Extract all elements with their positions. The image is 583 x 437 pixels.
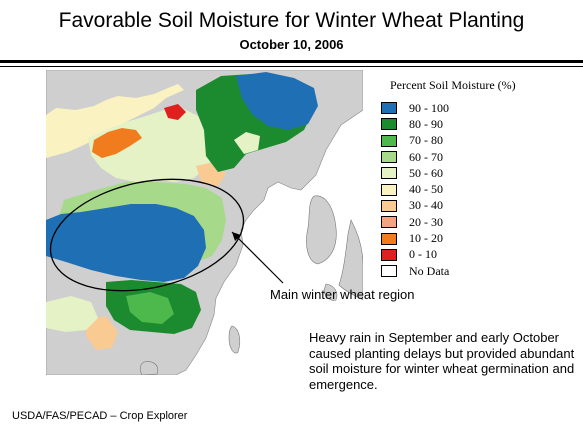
page-date: October 10, 2006 — [239, 37, 344, 52]
legend-swatch — [381, 265, 397, 278]
legend-row: 80 - 90 — [376, 116, 583, 132]
callout-arrowhead — [232, 232, 241, 241]
divider — [0, 66, 583, 67]
note-text: Heavy rain in September and early Octobe… — [309, 330, 575, 393]
japan-kyushu — [323, 283, 338, 301]
region-label: Main winter wheat region — [270, 287, 415, 302]
legend-row: No Data — [376, 263, 583, 279]
legend-swatch — [381, 183, 397, 196]
hainan-island — [139, 361, 159, 375]
moisture-zone-70-80 — [126, 292, 174, 324]
callout-line — [231, 231, 284, 284]
page-title: Favorable Soil Moisture for Winter Wheat… — [58, 9, 525, 32]
legend-swatch — [381, 199, 397, 212]
legend-label: 20 - 30 — [409, 214, 443, 229]
legend-label: 80 - 90 — [409, 116, 443, 131]
legend-title: Percent Soil Moisture (%) — [390, 78, 516, 92]
legend-label: 70 - 80 — [409, 133, 443, 148]
legend-row: 30 - 40 — [376, 198, 583, 214]
legend-label: 50 - 60 — [409, 165, 443, 180]
legend-label: 60 - 70 — [409, 149, 443, 164]
legend-swatch — [381, 102, 397, 115]
legend-label: 40 - 50 — [409, 182, 443, 197]
legend-swatch — [381, 216, 397, 229]
japan-island — [338, 219, 363, 301]
moisture-zone-50-60 — [88, 108, 216, 182]
legend-row: 90 - 100 — [376, 100, 583, 116]
moisture-zone-90-100-north — [236, 72, 318, 130]
moisture-zone-30-40-south — [86, 316, 118, 350]
legend-label: 30 - 40 — [409, 198, 443, 213]
legend-label: No Data — [409, 263, 450, 278]
legend-label: 90 - 100 — [409, 100, 449, 115]
moisture-zone-10-20 — [92, 128, 142, 158]
moisture-zone-90-100-central — [46, 204, 206, 282]
legend-row: 70 - 80 — [376, 133, 583, 149]
korean-peninsula — [306, 195, 337, 265]
legend-swatch — [381, 167, 397, 180]
legend-row: 0 - 10 — [376, 247, 583, 263]
moisture-zone-0-10 — [164, 104, 186, 120]
moisture-zone-40-50 — [46, 84, 184, 158]
source-credit: USDA/FAS/PECAD – Crop Explorer — [12, 410, 188, 422]
legend: Percent Soil Moisture (%) 90 - 100 80 - 9… — [376, 78, 583, 279]
moisture-zone-50-60-south — [46, 296, 98, 332]
legend-label: 10 - 20 — [409, 231, 443, 246]
legend-row: 10 - 20 — [376, 230, 583, 246]
legend-row: 60 - 70 — [376, 149, 583, 165]
soil-moisture-map — [46, 70, 363, 375]
legend-row: 20 - 30 — [376, 214, 583, 230]
legend-label: 0 - 10 — [409, 247, 437, 262]
moisture-zone-50-60-north — [234, 132, 260, 154]
legend-swatch — [381, 118, 397, 131]
divider — [0, 60, 583, 63]
taiwan-island — [228, 325, 241, 354]
legend-swatch — [381, 248, 397, 261]
legend-row: 50 - 60 — [376, 165, 583, 181]
wheat-region-ellipse — [49, 178, 245, 292]
legend-swatch — [381, 134, 397, 147]
legend-row: 40 - 50 — [376, 181, 583, 197]
legend-swatch — [381, 232, 397, 245]
legend-swatch — [381, 151, 397, 164]
